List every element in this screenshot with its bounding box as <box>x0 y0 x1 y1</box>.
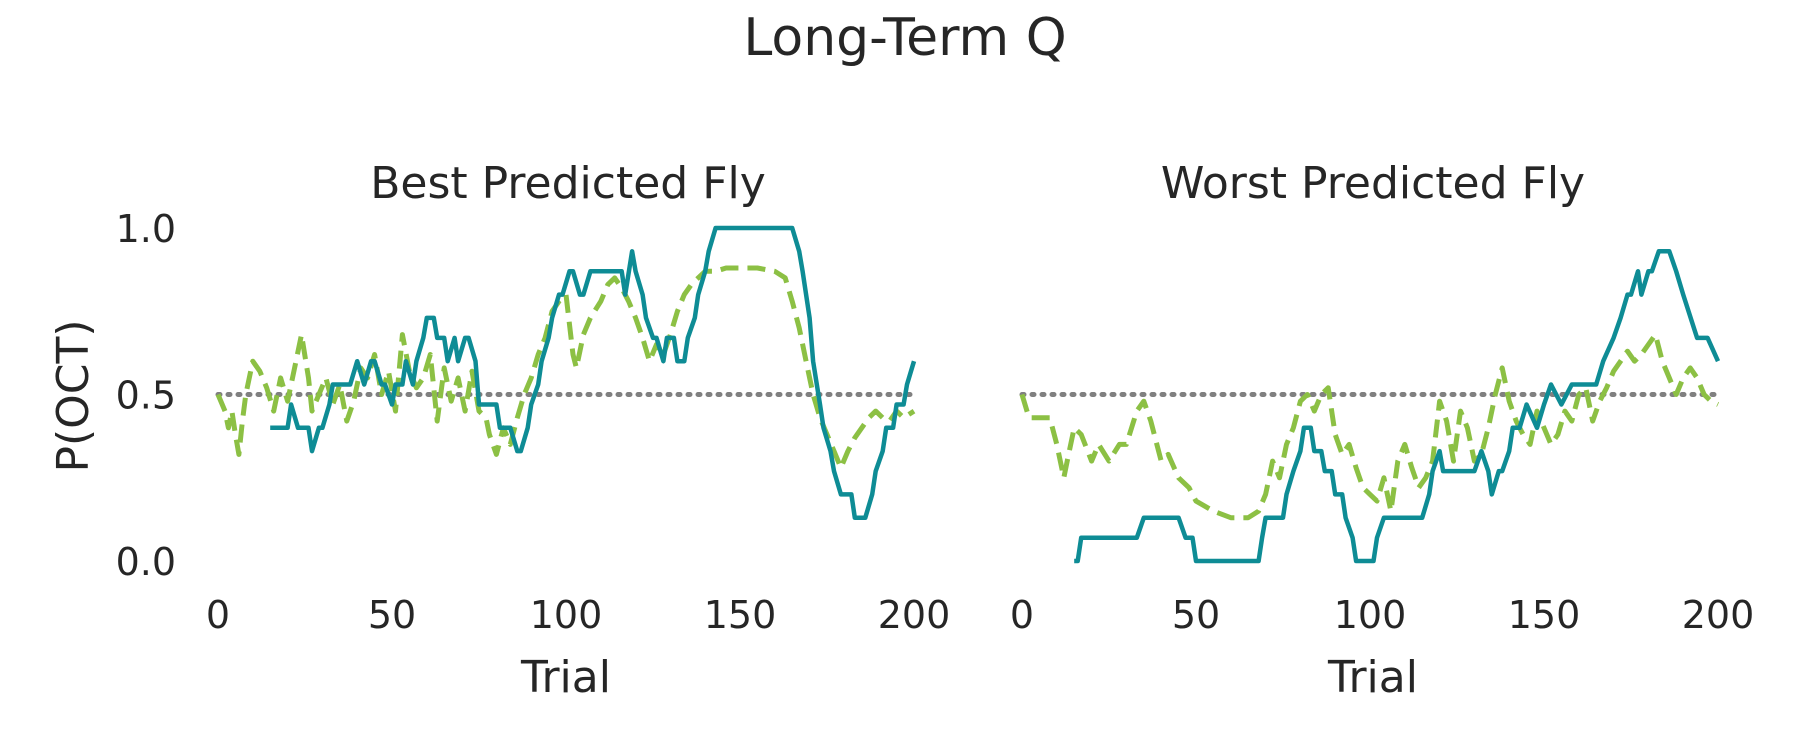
x-tick-label: 150 <box>1508 593 1581 637</box>
y-tick-label: 0.0 <box>116 540 176 584</box>
observed-series-line <box>270 225 917 520</box>
x-tick-label: 100 <box>530 593 603 637</box>
x-tick-label: 50 <box>1172 593 1220 637</box>
x-axis-label: Trial <box>520 652 611 703</box>
x-tick-label: 200 <box>878 593 951 637</box>
figure-suptitle: Long-Term Q <box>743 8 1066 68</box>
y-tick-label: 0.5 <box>116 374 176 418</box>
predicted-series-line <box>1019 332 1720 521</box>
x-tick-label: 150 <box>704 593 777 637</box>
x-tick-label: 200 <box>1682 593 1755 637</box>
observed-series-line <box>1074 249 1721 564</box>
panel-worst-predicted-fly: Worst Predicted Fly Trial 0 50 100 150 200 <box>1010 158 1754 703</box>
predicted-series-line <box>215 265 916 471</box>
panel-title: Worst Predicted Fly <box>1161 158 1585 209</box>
panel-best-predicted-fly: Best Predicted Fly P(OCT) Trial 0 50 100 15… <box>48 158 950 703</box>
y-tick-label: 1.0 <box>116 207 176 251</box>
x-axis-label: Trial <box>1327 652 1418 703</box>
x-tick-label: 100 <box>1334 593 1407 637</box>
x-tick-label: 0 <box>1010 593 1034 637</box>
x-tick-label: 0 <box>206 593 230 637</box>
panel-title: Best Predicted Fly <box>370 158 766 209</box>
y-axis-label: P(OCT) <box>48 319 99 472</box>
x-tick-label: 50 <box>368 593 416 637</box>
